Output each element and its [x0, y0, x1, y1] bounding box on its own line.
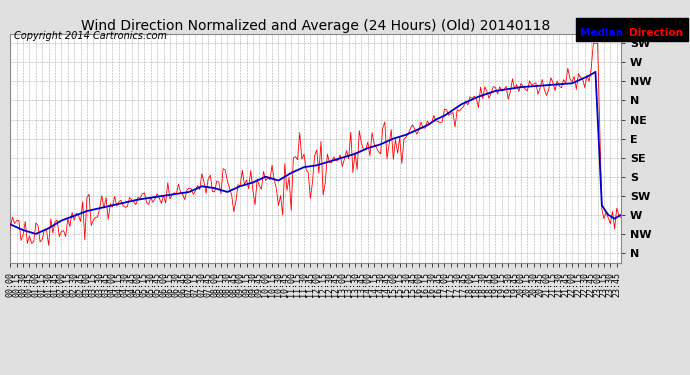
Text: Copyright 2014 Cartronics.com: Copyright 2014 Cartronics.com: [14, 32, 167, 41]
Title: Wind Direction Normalized and Average (24 Hours) (Old) 20140118: Wind Direction Normalized and Average (2…: [81, 19, 551, 33]
Text: Direction: Direction: [629, 28, 682, 38]
Text: Median: Median: [580, 28, 624, 38]
